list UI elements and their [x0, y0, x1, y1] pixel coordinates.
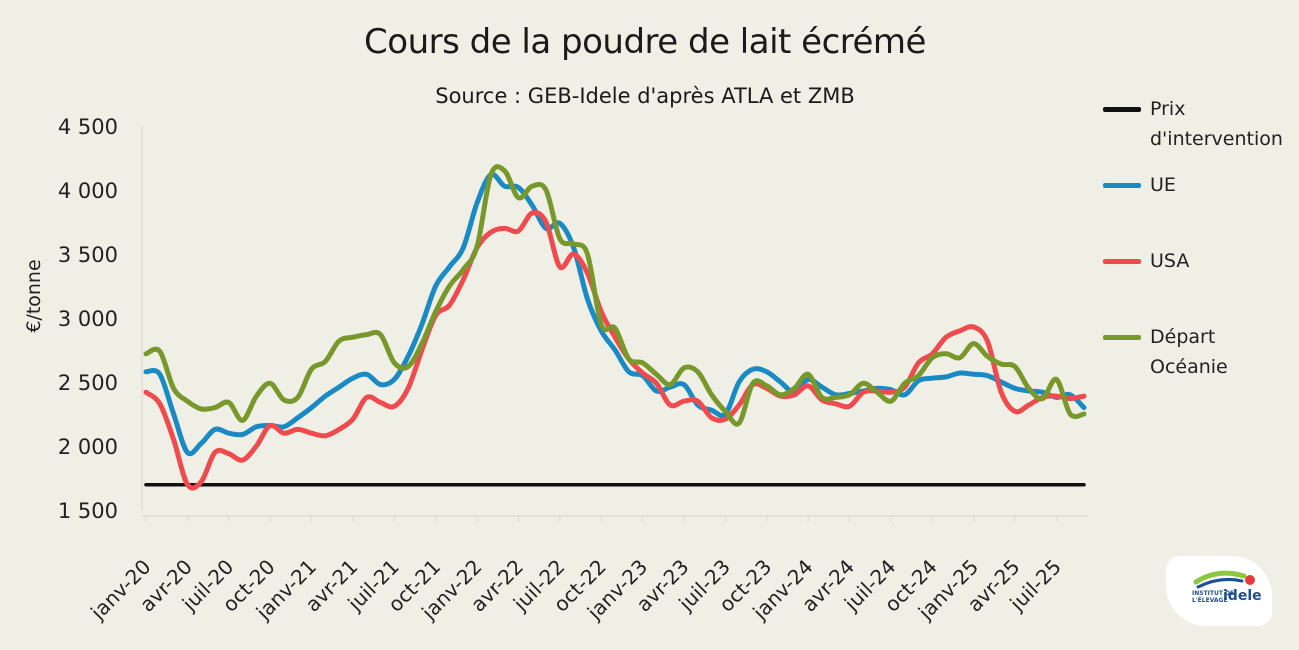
- series-line-usa: [143, 210, 1087, 491]
- idele-logo-mark: [1193, 570, 1255, 589]
- chart-title: Cours de la poudre de lait écrémé: [364, 22, 926, 62]
- y-tick-label: 3 000: [58, 307, 118, 331]
- y-tick-label: 2 000: [58, 435, 118, 459]
- legend-swatch-oceanie: [1103, 335, 1141, 340]
- series-line-oceanie: [143, 164, 1087, 427]
- legend-swatch-usa: [1103, 259, 1141, 264]
- y-tick-label: 4 000: [58, 179, 118, 203]
- legend-swatch-intervention: [1103, 107, 1141, 112]
- y-tick-label: 3 500: [58, 243, 118, 267]
- logo-text-institut: INSTITUT DE L'ÉLEVAGE: [1192, 590, 1234, 604]
- legend-label-oceanie: Départ Océanie: [1150, 326, 1228, 378]
- series-line-ue: [143, 171, 1087, 457]
- y-axis-title: €/tonne: [23, 259, 45, 332]
- legend-label-ue: UE: [1150, 174, 1176, 196]
- logo-line-2: L'ÉLEVAGE: [1192, 597, 1228, 604]
- y-tick-label: 4 500: [58, 115, 118, 139]
- logo-text-idele: idele: [1223, 588, 1262, 604]
- legend-label-usa: USA: [1150, 250, 1190, 272]
- idele-logo: INSTITUT DE L'ÉLEVAGE idele: [1166, 556, 1272, 626]
- y-tick-label: 2 500: [58, 371, 118, 395]
- chart-subtitle: Source : GEB-Idele d'après ATLA et ZMB: [435, 84, 855, 108]
- logo-line-1: INSTITUT DE: [1192, 590, 1235, 597]
- legend-label-intervention: Prix d'intervention: [1150, 98, 1283, 150]
- y-tick-label: 1 500: [58, 499, 118, 523]
- legend-swatch-ue: [1103, 183, 1141, 188]
